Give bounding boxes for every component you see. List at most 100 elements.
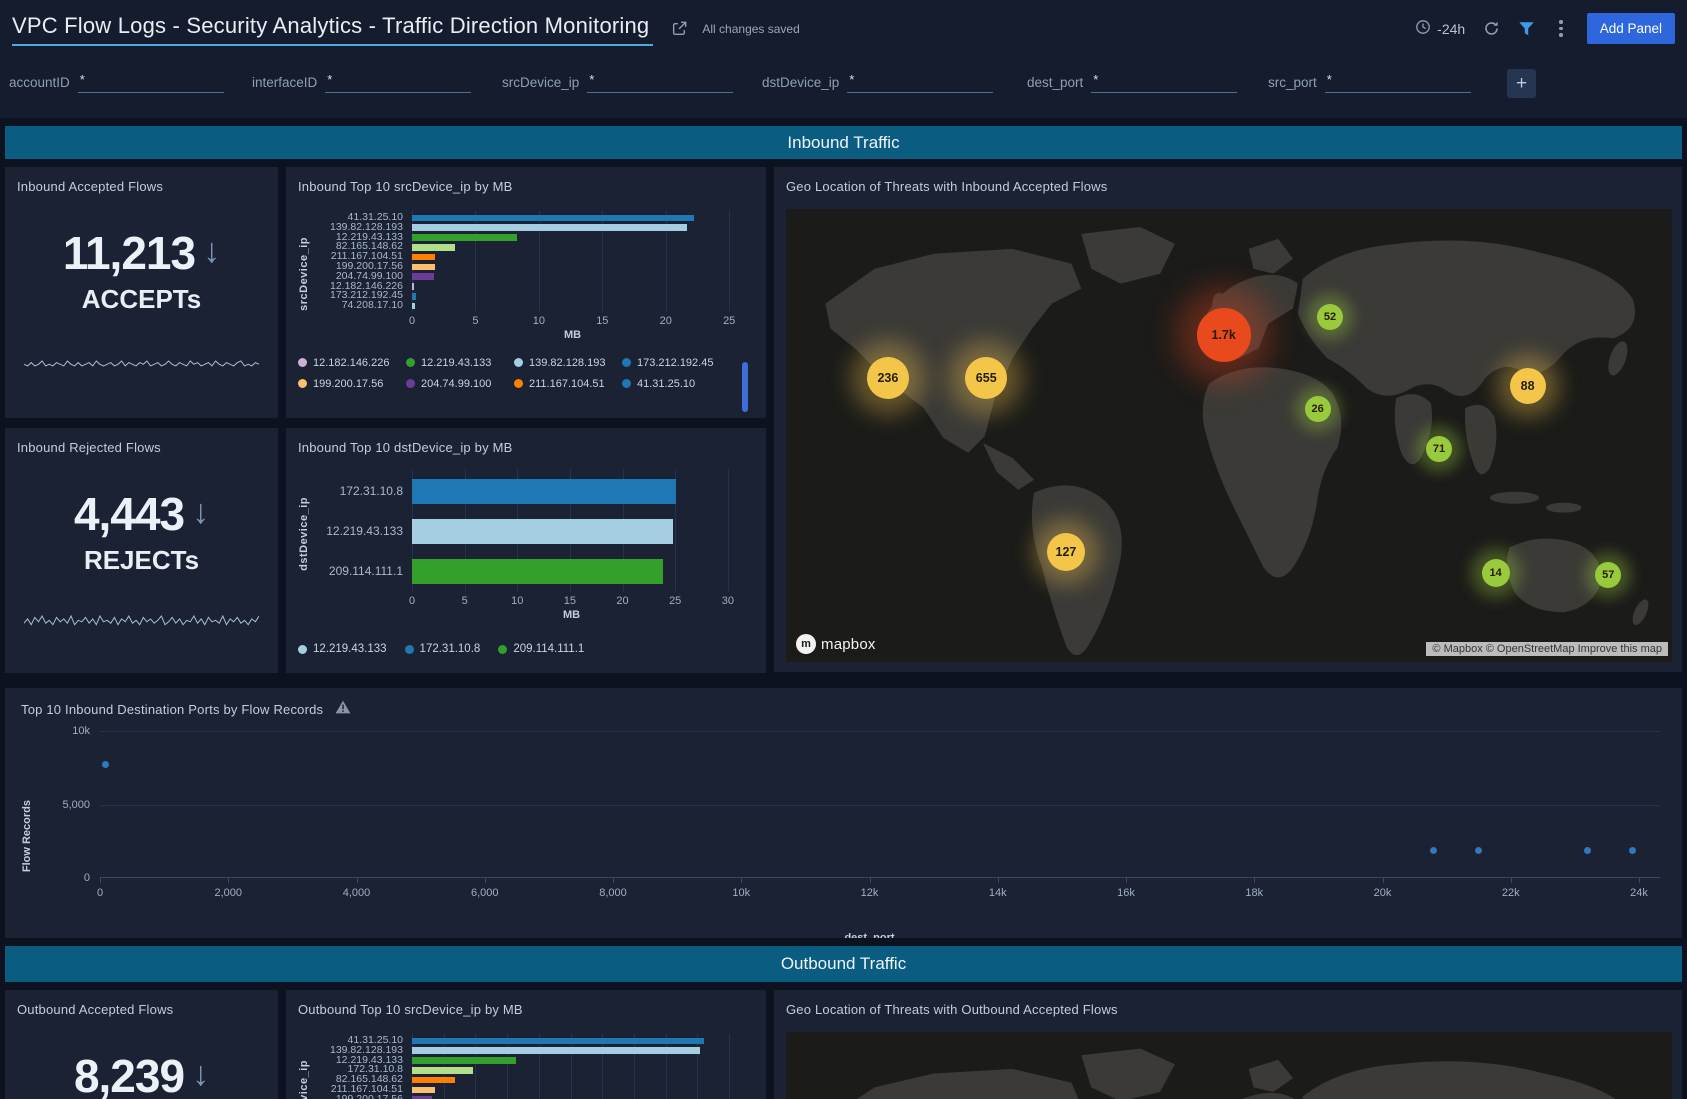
panel-title: Inbound Rejected Flows [17,440,161,455]
bar[interactable] [412,234,518,241]
filter-icon[interactable] [1518,21,1535,37]
x-tick-label: 15 [596,314,609,327]
bar-row: 172.31.10.8 [298,1063,754,1076]
filter-interfaceid: interfaceID * [252,71,472,93]
threat-bubble[interactable]: 71 [1425,436,1452,463]
filter-input-srcdevice-ip[interactable]: * [587,71,734,93]
filter-bar: accountID * interfaceID * srcDevice_ip *… [0,57,1687,118]
scatter-point[interactable] [1475,847,1483,854]
more-options-icon[interactable] [1553,18,1569,39]
stat-value: 11,213 [62,227,196,279]
legend-dot [298,644,307,654]
threat-bubble[interactable]: 1.7k [1196,307,1251,362]
category-label: 199.200.17.56 [335,259,403,272]
filter-input-src-port[interactable]: * [1324,71,1471,93]
legend-dot [498,644,508,654]
bar[interactable] [412,253,435,261]
inbound-srcdevice-bar-chart: srcDevice_ip 41.31.25.10 139.82.128.193 12… [298,211,754,390]
sparkline [23,614,260,635]
bar[interactable] [412,293,416,300]
threat-bubble[interactable]: 57 [1595,562,1622,589]
bar[interactable] [412,263,435,271]
threat-bubble[interactable]: 127 [1046,532,1085,571]
scatter-point[interactable] [101,761,109,769]
sparkline [23,359,260,380]
legend-item[interactable]: 199.200.17.56 [298,378,406,390]
legend-dot [406,379,415,389]
x-tick-label: 12k [860,887,879,899]
category-label: 209.114.111.1 [328,564,403,578]
bar[interactable] [412,1067,473,1074]
filter-input-dest-port[interactable]: * [1091,71,1238,93]
stat-value: 4,443 [73,488,185,540]
threat-bubble[interactable]: 236 [866,356,909,399]
bar[interactable] [412,558,663,584]
mapbox-icon: m [796,634,816,654]
legend-item[interactable]: 204.74.99.100 [406,378,514,390]
bar[interactable] [412,1096,433,1099]
legend-item[interactable]: 211.167.104.51 [514,378,622,390]
bar[interactable] [412,302,415,310]
share-icon[interactable] [671,20,688,37]
threat-bubble[interactable]: 88 [1509,368,1546,405]
filter-input-dstdevice-ip[interactable]: * [847,71,994,93]
threat-bubble[interactable]: 14 [1481,559,1510,588]
bar[interactable] [412,1076,456,1084]
panel-title: Outbound Top 10 srcDevice_ip by MB [298,1002,523,1017]
legend-item[interactable]: 172.31.10.8 [404,643,480,655]
legend-item[interactable]: 12.219.43.133 [298,643,387,655]
bar[interactable] [412,273,434,280]
refresh-icon[interactable] [1483,20,1500,37]
panel-inbound-rejected-flows: Inbound Rejected Flows 4,443 ↓ REJECTs [5,428,278,673]
legend-item[interactable]: 209.114.111.1 [498,643,584,655]
bar-row: 209.114.111.1 [298,551,754,591]
x-tick-label: 20 [616,595,629,607]
world-map[interactable]: 236 655 1.7k 52 26 88 71 127 14 57 m mapbox © Map… [786,209,1672,662]
legend-item[interactable]: 173.212.192.45 [622,357,730,369]
bar[interactable] [412,244,456,251]
bar-row: 74.208.17.10 [298,300,754,311]
bar[interactable] [412,1086,435,1094]
bar[interactable] [412,1037,704,1045]
outbound-traffic-banner: Outbound Traffic [5,946,1682,982]
x-tick-label: 0 [96,887,104,899]
filter-label: interfaceID [252,75,318,90]
world-map[interactable] [786,1032,1672,1099]
bar[interactable] [412,478,677,504]
category-label: 172.31.10.8 [347,1063,403,1076]
legend-scrollbar[interactable] [742,362,748,412]
mapbox-logo[interactable]: m mapbox [796,634,876,654]
bar[interactable] [412,283,414,290]
x-tick-label: 4,000 [342,887,371,899]
chart-legend: 12.219.43.133 172.31.10.8 209.114.111.1 [298,643,754,655]
scatter-point[interactable] [1584,847,1592,854]
legend-item[interactable]: 41.31.25.10 [622,378,730,390]
threat-bubble[interactable]: 52 [1317,304,1343,331]
filter-input-interfaceid[interactable]: * [325,71,472,93]
threat-bubble[interactable]: 26 [1304,395,1331,422]
bar[interactable] [412,224,688,231]
chart-legend: 12.182.146.226 12.219.43.133 139.82.128.19… [298,357,754,390]
legend-item[interactable]: 139.82.128.193 [514,357,622,369]
legend-item[interactable]: 12.219.43.133 [406,357,514,369]
filter-input-accountid[interactable]: * [77,71,224,93]
time-range-button[interactable]: -24h [1415,19,1465,38]
bar-row: 204.74.99.100 [298,271,754,282]
bar-row: 12.219.43.133 [298,511,754,551]
scatter-point[interactable] [1629,847,1637,854]
world-map-svg [786,209,1672,662]
bar[interactable] [412,1047,700,1054]
bar[interactable] [412,518,674,544]
scatter-plot-area: 0 5,000 10k 0 2,000 4,000 6,000 8,000 10k 12k 14k 1… [62,718,1660,938]
scatter-point[interactable] [1430,847,1438,854]
add-filter-button[interactable]: + [1507,69,1536,98]
threat-bubble[interactable]: 655 [965,356,1008,399]
bar[interactable] [412,214,694,222]
warning-icon[interactable] [335,700,351,719]
dashboard-title[interactable]: VPC Flow Logs - Security Analytics - Tra… [12,11,654,46]
bar[interactable] [412,1057,517,1064]
map-attribution[interactable]: © Mapbox © OpenStreetMap Improve this ma… [1426,642,1668,656]
legend-item[interactable]: 12.182.146.226 [298,357,406,369]
x-tick-label: 22k [1501,887,1520,899]
add-panel-button[interactable]: Add Panel [1586,13,1675,44]
